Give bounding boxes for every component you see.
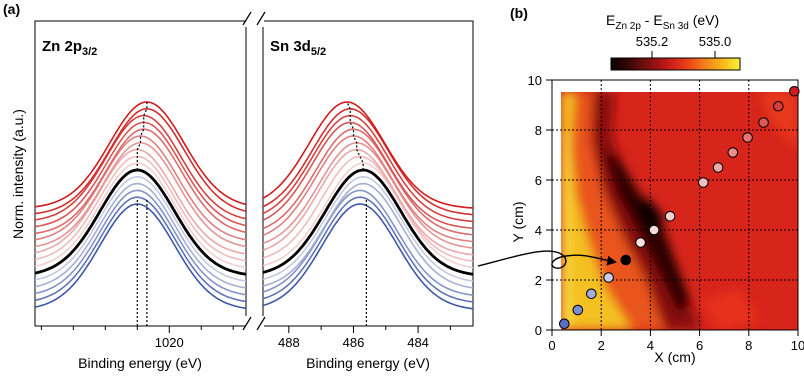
map-x-tick-label: 4 xyxy=(647,338,654,353)
map-point-15 xyxy=(790,86,800,96)
colorbar-title-mid: - E xyxy=(641,12,663,28)
colorbar-title-e1: E xyxy=(606,12,615,28)
zn-spectrum-9 xyxy=(35,150,246,254)
map-panel: EZn 2p - ESn 3d (eV) 535.2 535.0 xyxy=(510,12,804,365)
colorbar-title-sub2: Sn 3d xyxy=(663,21,689,32)
zn-spectra xyxy=(35,102,246,326)
map-x-tick-label: 6 xyxy=(696,338,703,353)
map-x-tick-label: 0 xyxy=(548,338,555,353)
map-point-3 xyxy=(587,289,597,299)
map-y-tick-label: 4 xyxy=(535,223,542,238)
sn-x-ticks: 488 486 484 xyxy=(278,326,450,350)
colorbar-title: EZn 2p - ESn 3d (eV) xyxy=(606,12,719,32)
zn-spectrum-11 xyxy=(35,136,246,240)
map-point-13 xyxy=(759,118,769,128)
map-y-axis-label: Y (cm) xyxy=(510,202,526,243)
colorbar-title-sub1: Zn 2p xyxy=(615,21,641,32)
sn-spectrum-11 xyxy=(263,136,473,242)
panel-label-a: (a) xyxy=(3,1,20,17)
map-x-tick-label: 2 xyxy=(598,338,605,353)
zn-x-axis-label: Binding energy (eV) xyxy=(78,355,202,371)
sn-x-tick-label: 486 xyxy=(343,335,365,350)
sn-axes-frame xyxy=(263,21,473,326)
map-y-tick-label: 10 xyxy=(528,73,542,88)
sn-region-title: Sn 3d5/2 xyxy=(270,38,326,58)
map-x-tick-label: 10 xyxy=(791,338,804,353)
zn-region-title: Zn 2p3/2 xyxy=(42,38,97,58)
colorbar xyxy=(611,58,740,70)
zn-spectrum-12 xyxy=(35,129,246,233)
map-point-6 xyxy=(636,238,646,248)
zn-x-ticks: 1020 xyxy=(41,326,233,350)
sn-spectrum-12 xyxy=(263,129,473,235)
map-x-axis-label: X (cm) xyxy=(654,349,695,365)
map-y-tick-label: 2 xyxy=(535,273,542,288)
map-point-4 xyxy=(604,273,614,283)
map-point-5 xyxy=(621,255,631,265)
zn-axes-frame xyxy=(35,21,246,326)
map-y-tick-label: 0 xyxy=(535,323,542,338)
xps-panel: 1020 488 486 484 Zn 2p3/2 Sn 3d5/2 Binding… xyxy=(10,12,473,371)
zn-title-main: Zn 2p xyxy=(42,38,82,55)
colorbar-title-tail: (eV) xyxy=(689,12,719,28)
colorbar-tick-label-1: 535.2 xyxy=(636,34,669,49)
map-y-tick-label: 6 xyxy=(535,173,542,188)
sn-x-tick-label: 484 xyxy=(407,335,429,350)
map-point-11 xyxy=(728,148,738,158)
sn-title-main: Sn 3d xyxy=(270,38,311,55)
colorbar-tick-label-2: 535.0 xyxy=(699,34,732,49)
zn-title-sub: 3/2 xyxy=(82,46,97,58)
sn-spectrum-13 xyxy=(263,122,473,228)
map-point-2 xyxy=(573,305,583,315)
map-point-7 xyxy=(649,225,659,235)
sn-title-sub: 5/2 xyxy=(311,46,326,58)
zn-spectrum-10 xyxy=(35,143,246,247)
zn-x-tick-label: 1020 xyxy=(155,335,184,350)
sn-spectra xyxy=(263,102,473,326)
map-point-9 xyxy=(698,178,708,188)
sn-x-tick-label: 488 xyxy=(278,335,300,350)
map-y-tick-label: 8 xyxy=(535,123,542,138)
zn-spectrum-4 xyxy=(35,184,246,288)
map-point-10 xyxy=(713,163,723,173)
map-unmeasured-strip xyxy=(561,80,798,92)
sn-x-axis-label: Binding energy (eV) xyxy=(306,355,430,371)
map-point-8 xyxy=(665,211,675,221)
map-point-1 xyxy=(560,319,570,329)
map-point-14 xyxy=(774,101,784,111)
map-x-tick-label: 8 xyxy=(745,338,752,353)
panel-label-b: (b) xyxy=(510,5,528,21)
map-point-12 xyxy=(743,133,753,143)
y-axis-label: Norm. intensity (a.u.) xyxy=(10,109,26,239)
